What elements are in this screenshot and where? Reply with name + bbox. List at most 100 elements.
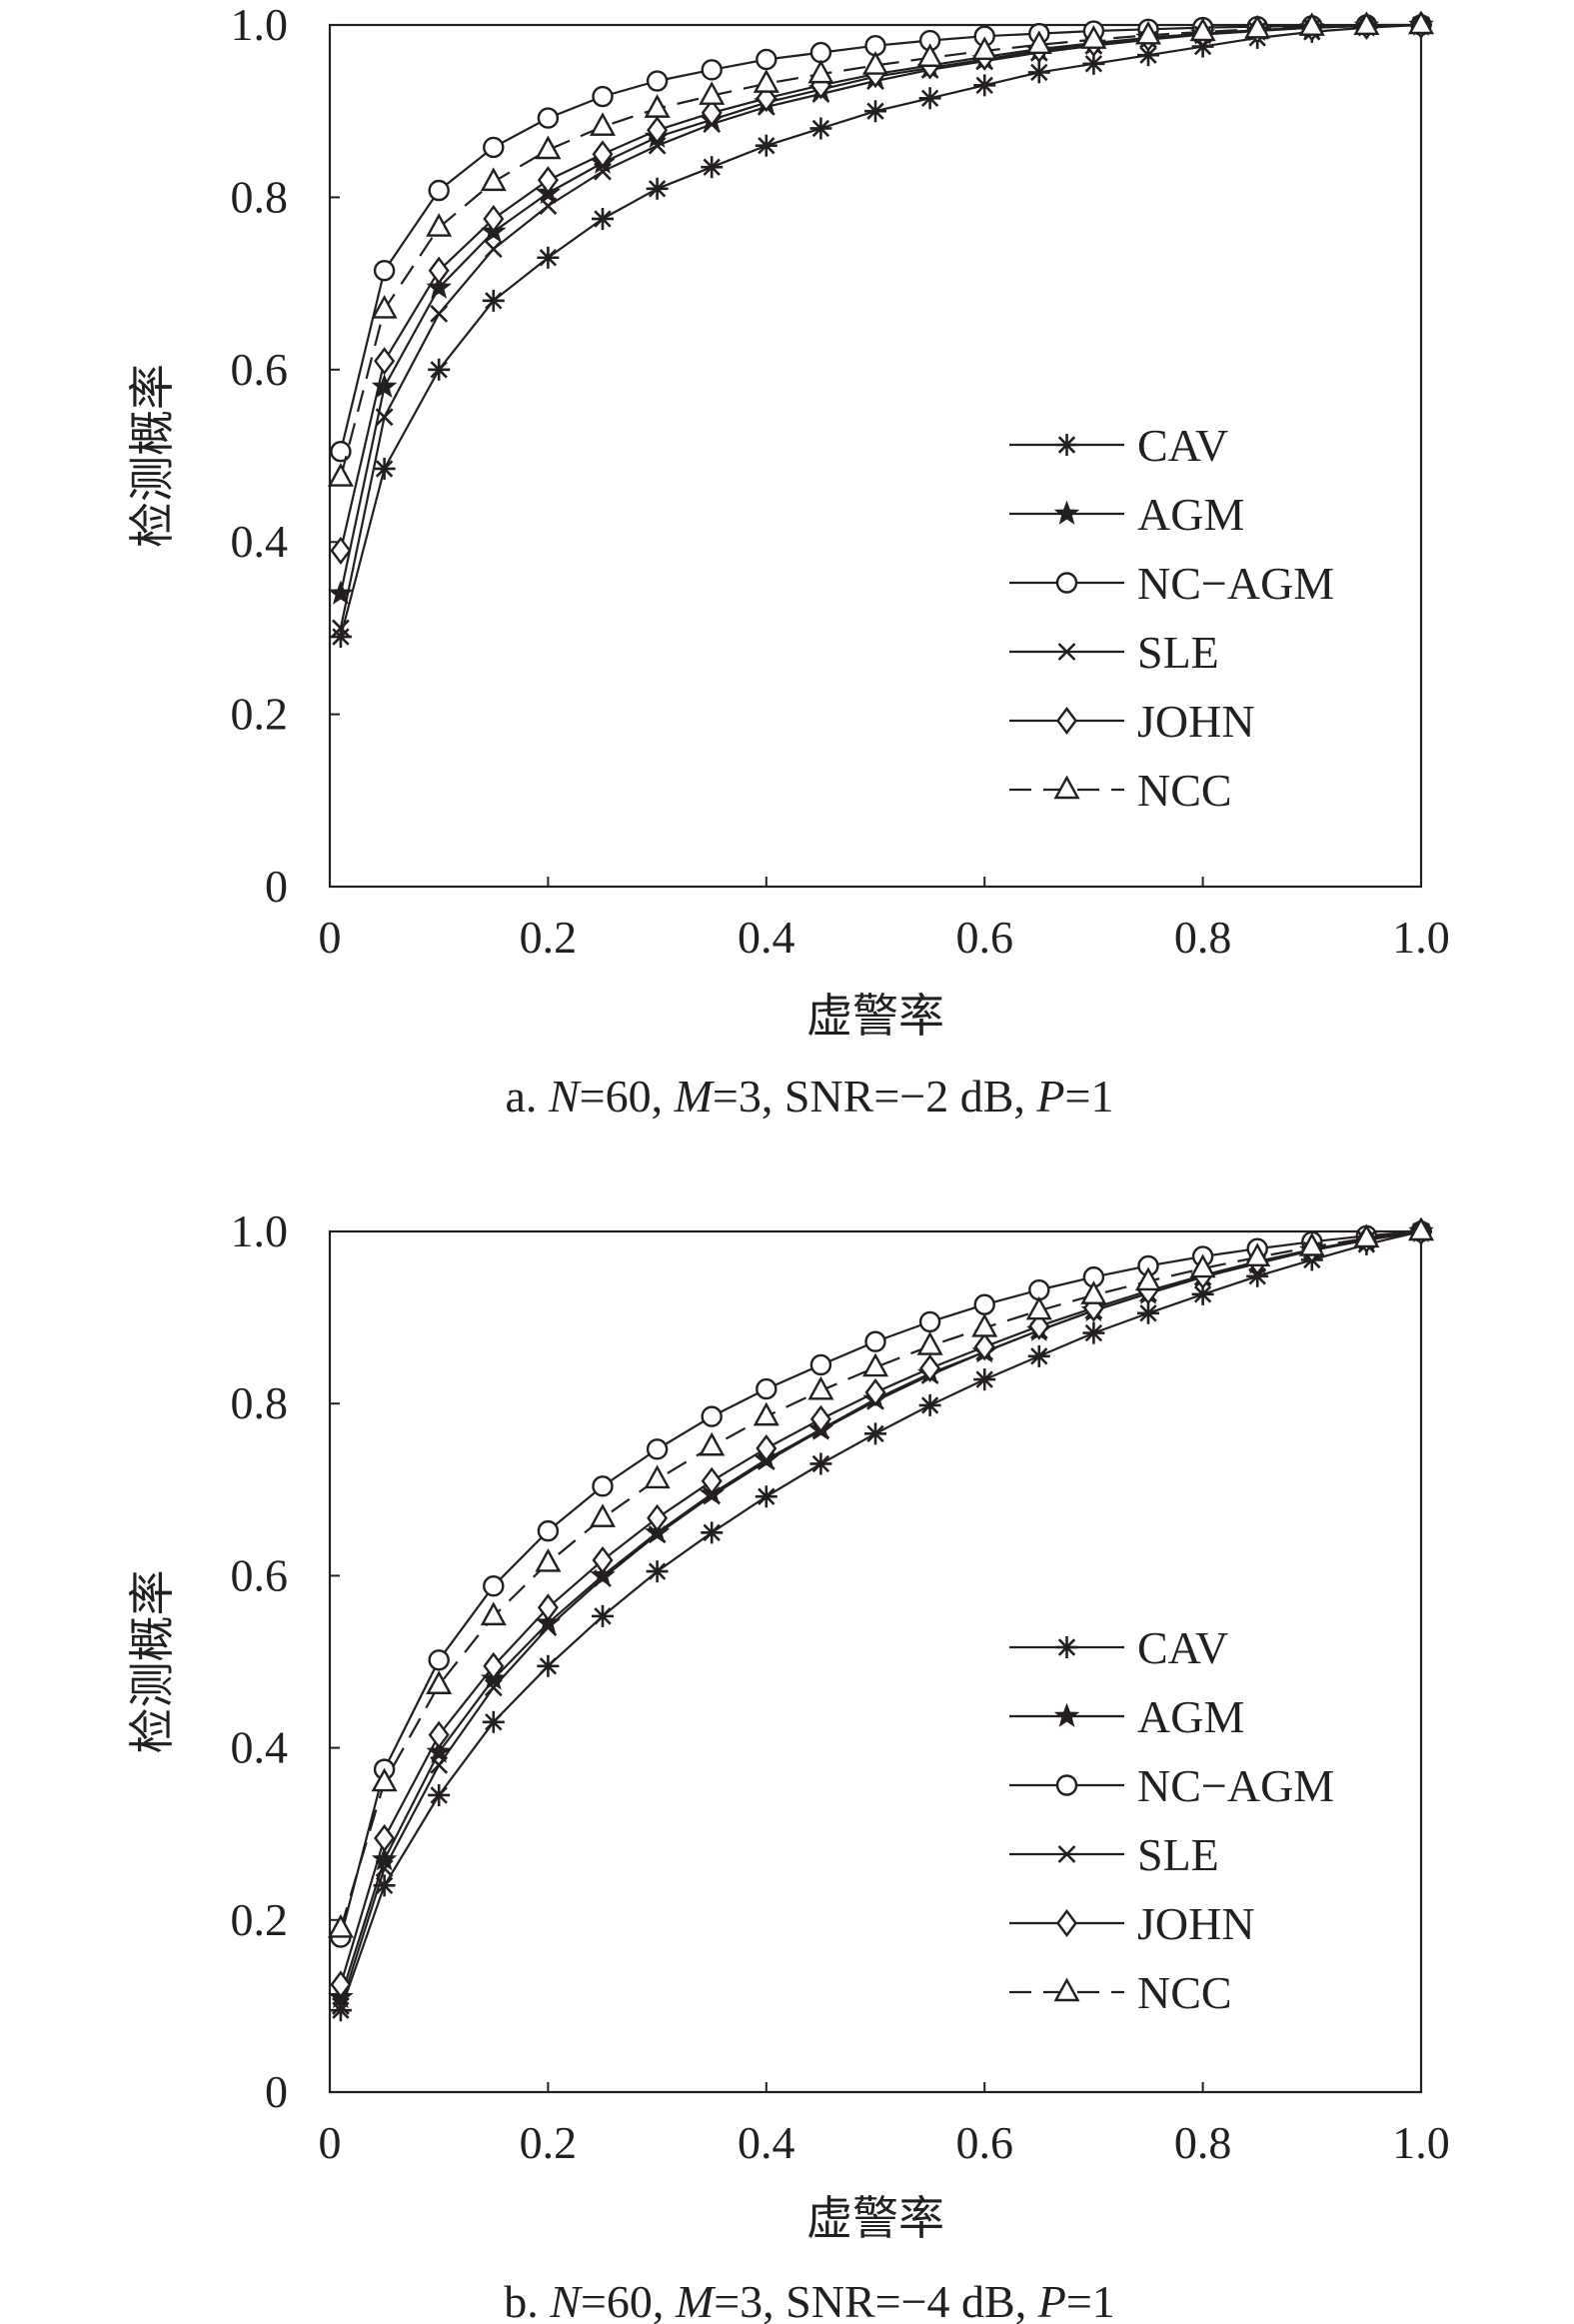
data-point-ncc	[916, 43, 943, 67]
data-point-ncc	[371, 294, 398, 319]
data-point-ncc	[426, 213, 453, 237]
data-point-sle	[484, 240, 503, 259]
data-point-john	[647, 116, 669, 145]
data-point-john	[647, 1503, 669, 1532]
legend-marker	[1057, 1845, 1076, 1863]
x-tick-label: 0.2	[520, 912, 578, 963]
legend-item-ncc: NCC	[1009, 1967, 1232, 2018]
x-tick-label: 0.4	[738, 912, 795, 963]
x-tick-label: 0.8	[1174, 912, 1232, 963]
data-point-ncc	[1407, 1216, 1435, 1241]
data-point-sle	[332, 1996, 350, 2015]
data-point-nc-agm	[864, 1330, 886, 1352]
data-point-ncc	[644, 1464, 671, 1489]
data-point-sle	[484, 1678, 503, 1697]
data-point-cav	[1246, 1264, 1269, 1287]
data-point-cav	[329, 1999, 352, 2022]
data-point-sle	[430, 1755, 449, 1774]
data-point-ncc	[1189, 1253, 1216, 1278]
data-point-ncc	[1407, 10, 1435, 35]
data-point-ncc	[371, 1767, 398, 1792]
data-point-ncc	[1298, 12, 1325, 36]
data-point-ncc	[1298, 1232, 1325, 1256]
caption-part: =3, SNR=−2 dB,	[713, 1071, 1037, 1122]
data-point-cav	[373, 1874, 396, 1897]
series-ncc	[327, 10, 1435, 487]
data-point-cav	[592, 1604, 614, 1627]
data-point-cav	[1027, 61, 1050, 84]
data-point-cav	[428, 1783, 451, 1806]
data-point-cav	[428, 358, 451, 381]
data-point-ncc	[535, 1547, 562, 1572]
legend-marker	[1055, 434, 1078, 456]
data-point-cav	[864, 1422, 886, 1445]
data-point-nc-agm	[428, 1649, 450, 1671]
data-point-ncc	[589, 1503, 617, 1527]
data-point-ncc	[861, 1352, 889, 1377]
data-point-sle	[703, 1486, 722, 1505]
data-point-sle	[594, 162, 612, 181]
legend-label: JOHN	[1137, 696, 1255, 747]
legend-item-ncc: NCC	[1009, 765, 1232, 816]
data-point-cav	[1027, 1344, 1050, 1367]
data-point-agm	[426, 1738, 452, 1763]
series-line-ncc	[339, 1229, 1422, 1929]
caption-part: M	[674, 1071, 716, 1122]
legend-label: NC−AGM	[1137, 1760, 1334, 1811]
data-point-cav	[809, 1452, 832, 1475]
data-point-ncc	[916, 1331, 943, 1355]
data-point-nc-agm	[483, 1575, 505, 1597]
caption-part: M	[675, 2276, 717, 2324]
x-tick-label: 1.0	[1392, 2117, 1450, 2168]
data-point-ncc	[1025, 30, 1052, 55]
data-point-ncc	[426, 1670, 453, 1694]
data-point-cav	[373, 457, 396, 480]
data-point-ncc	[753, 1401, 780, 1426]
data-point-cav	[701, 1521, 724, 1544]
data-point-cav	[646, 177, 669, 200]
data-point-ncc	[1244, 14, 1271, 39]
data-point-john	[592, 140, 614, 169]
data-point-sle	[332, 619, 350, 638]
legend-item-sle: SLE	[1009, 1829, 1219, 1880]
x-tick-label: 1.0	[1392, 912, 1450, 963]
data-point-ncc	[807, 59, 834, 84]
data-point-cav	[918, 1393, 941, 1416]
data-point-ncc	[480, 167, 507, 192]
y-tick-label: 0.6	[231, 1549, 289, 1600]
data-point-john	[919, 1353, 941, 1382]
data-point-ncc	[861, 51, 889, 75]
caption-part: P	[1035, 1071, 1064, 1122]
data-point-cav	[973, 74, 996, 97]
legend-item-agm: AGM	[1009, 489, 1244, 540]
data-point-john	[374, 1824, 396, 1853]
data-point-nc-agm	[373, 259, 396, 282]
data-point-john	[701, 98, 723, 127]
data-point-sle	[539, 1618, 558, 1636]
x-tick-label: 0.8	[1174, 2117, 1232, 2168]
legend-label: AGM	[1137, 489, 1244, 540]
legend-item-cav: CAV	[1009, 420, 1228, 471]
legend-marker	[1055, 1636, 1078, 1658]
legend-item-nc-agm: NC−AGM	[1009, 1760, 1334, 1811]
legend-marker	[1053, 1702, 1080, 1727]
legend-marker	[1057, 643, 1076, 661]
data-point-sle	[594, 1569, 612, 1587]
data-point-nc-agm	[537, 1519, 560, 1542]
data-point-john	[809, 1404, 831, 1433]
legend-label: NCC	[1137, 1967, 1232, 2018]
legend-item-sle: SLE	[1009, 627, 1219, 678]
data-point-cav	[1082, 1321, 1105, 1344]
data-point-ncc	[480, 1601, 507, 1626]
data-point-nc-agm	[537, 107, 560, 129]
data-point-agm	[371, 373, 398, 398]
data-point-ncc	[1025, 1295, 1052, 1320]
y-tick-label: 0.8	[231, 1377, 289, 1428]
data-point-cav	[592, 207, 614, 230]
data-point-john	[483, 1651, 505, 1680]
data-point-nc-agm	[809, 1353, 832, 1376]
data-point-ncc	[971, 36, 998, 61]
legend-marker	[1053, 500, 1080, 525]
